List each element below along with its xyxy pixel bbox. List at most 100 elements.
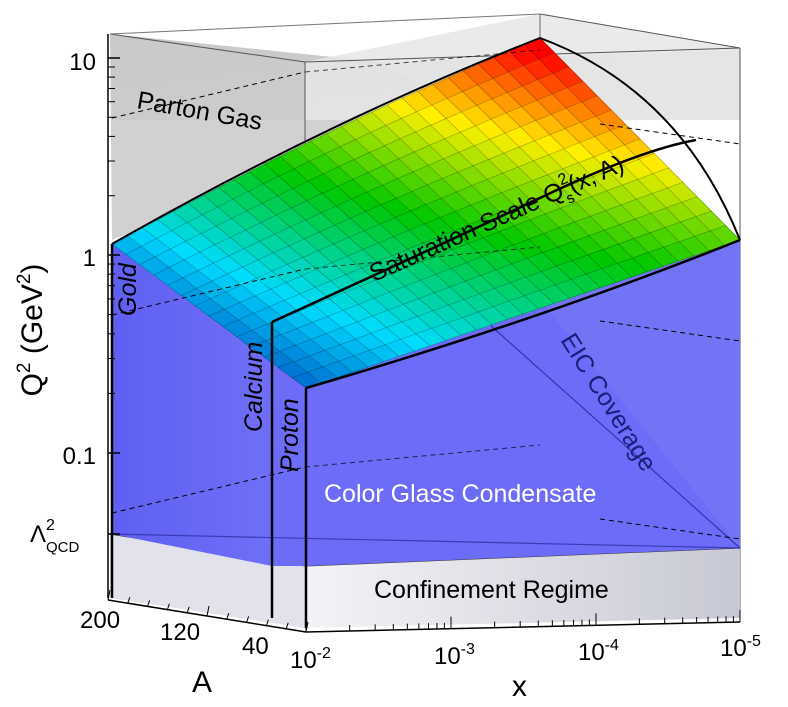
surface-grid-line	[325, 133, 524, 315]
surface-grid-line	[509, 50, 710, 251]
surface-grid-line	[111, 243, 307, 389]
y-tick-label: 0.1	[63, 443, 96, 470]
lambda-qcd-label: Λ2 QCD	[30, 517, 79, 556]
cgc-boundary	[109, 533, 741, 549]
dashed-guides	[111, 49, 741, 540]
a-tick	[127, 597, 131, 604]
surface-grid-line	[234, 179, 431, 346]
a-tick	[206, 605, 210, 617]
dashed-guide-right	[599, 123, 741, 145]
confinement-left	[110, 534, 305, 628]
dashed-guide-left	[111, 268, 306, 316]
x-tick-marks	[305, 610, 741, 632]
x-tick-label: 10-3	[434, 641, 475, 670]
proton-label: Proton	[276, 398, 304, 472]
surface-edge-top	[111, 36, 741, 245]
confinement-label: Confinement Regime	[374, 576, 609, 604]
surface-grid-line	[305, 239, 741, 389]
box-edge-top-back	[109, 13, 541, 35]
surface-grid-line	[172, 211, 369, 368]
a-axis-title: A	[192, 666, 212, 699]
y-axis: 10 1 0.1 Λ2 QCD Q2 (GeV2)	[14, 34, 120, 598]
a-axis: 200 120 40 A	[80, 589, 309, 699]
surface-cells	[111, 37, 741, 389]
cgc-label: Color Glass Condensate	[324, 480, 596, 508]
a-tick-label: 40	[242, 633, 269, 660]
a-tick	[246, 616, 250, 623]
y-tick-label: 1	[83, 245, 96, 272]
surface-grid-line	[157, 219, 353, 373]
surface-grid-line	[493, 57, 694, 257]
surface-grid-line	[278, 210, 712, 368]
surface-grid-line	[291, 225, 726, 379]
dashed-guide-back	[304, 444, 541, 468]
surface-grid-line	[194, 124, 626, 307]
y-tick-label: 10	[69, 49, 96, 76]
x-tick-label: 10-5	[720, 633, 761, 662]
surface-grid-line	[208, 138, 641, 317]
surface-grid-line	[142, 227, 338, 378]
surface-grid-line	[417, 90, 617, 283]
a-tick	[107, 589, 111, 601]
box-edge-top-right	[539, 13, 741, 49]
a-tick-label: 200	[80, 607, 120, 634]
surface-grid-line	[402, 97, 601, 288]
a-tick	[166, 603, 170, 610]
surface-grid-line	[264, 196, 698, 358]
surface-grid-line	[127, 235, 322, 383]
surface-grid-line	[279, 156, 477, 331]
surface-grid-line	[236, 167, 669, 337]
calcium-label: Calcium	[240, 342, 268, 432]
a-tick	[147, 600, 151, 607]
gold-label: Gold	[114, 262, 142, 316]
surface-grid-line	[250, 181, 684, 348]
surface-grid-line	[448, 77, 648, 272]
surface-grid-line	[539, 37, 741, 241]
surface-grid-line	[218, 187, 415, 352]
surface-grid-line	[153, 80, 584, 276]
surface-grid-line	[188, 203, 384, 362]
surface-grid-line	[249, 171, 446, 341]
surface-grid	[111, 37, 741, 389]
surface-grid-line	[222, 153, 655, 327]
a-tick	[285, 622, 289, 629]
surface-grid-line	[264, 163, 462, 336]
surface-grid-line	[478, 64, 679, 262]
nucleus-lines	[110, 244, 308, 628]
surface-grid-line	[463, 70, 663, 267]
dashed-guide-back	[304, 49, 541, 73]
dashed-guide-back	[304, 246, 541, 270]
a-tick	[265, 619, 269, 626]
confinement-front	[305, 548, 740, 628]
surface-grid-line	[341, 126, 539, 309]
surface-grid-line	[371, 111, 570, 299]
surface-grid-line	[167, 95, 598, 286]
surface-grid-line	[524, 44, 725, 246]
surface-grid-line	[111, 37, 541, 245]
x-axis: 10-2 10-3 10-4 10-5 x	[290, 610, 761, 703]
calcium-curve	[271, 138, 697, 324]
a-tick	[226, 613, 230, 620]
y-axis-title: Q2 (GeV2)	[14, 264, 49, 397]
surface-grid-line	[310, 140, 508, 320]
surface-grid-line	[356, 119, 555, 304]
cgc-eic-wedge	[540, 240, 740, 548]
surface-grid-line	[203, 195, 400, 357]
y-tick-marks	[108, 57, 120, 535]
a-tick	[186, 606, 190, 613]
a-tick-label: 120	[160, 619, 200, 646]
dashed-guide-left	[111, 71, 306, 119]
dashed-guide-right	[599, 518, 741, 540]
surface-grid-line	[139, 66, 569, 265]
box-edge-top-left	[109, 33, 306, 63]
surface-grid-line	[295, 148, 493, 325]
saturation-surface	[111, 36, 741, 390]
surface-grid-line	[432, 84, 632, 278]
surface-grid-line	[125, 52, 555, 255]
proton-curve	[305, 238, 741, 390]
surface-grid-line	[181, 109, 612, 296]
x-axis-title: x	[512, 670, 527, 703]
dashed-guide-left	[111, 466, 306, 514]
